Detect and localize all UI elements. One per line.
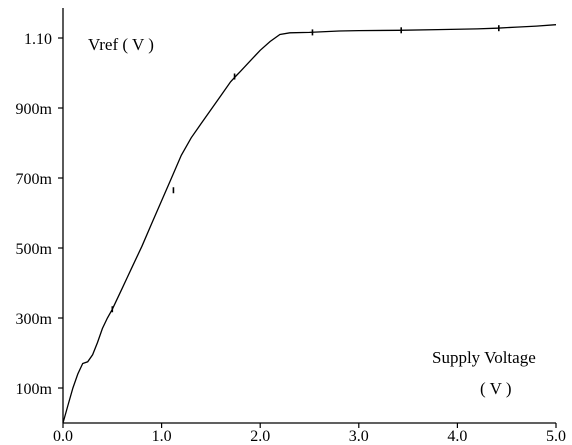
- x-tick-label: 4.0: [447, 428, 467, 445]
- y-tick-label: 900m: [16, 101, 53, 118]
- x-axis-label-line2: ( V ): [480, 379, 512, 398]
- x-axis-label-line1: Supply Voltage: [432, 348, 536, 367]
- y-tick-label: 1.10: [24, 31, 52, 48]
- axes: [62, 8, 556, 424]
- x-tick-label: 5.0: [546, 428, 566, 445]
- series-line: [62, 24, 557, 424]
- x-tick-label: 0.0: [53, 428, 73, 445]
- y-ticks: 100m 300m 500m 700m 900m 1.10: [16, 31, 63, 398]
- y-tick-label: 500m: [16, 241, 53, 258]
- x-tick-label: 1.0: [152, 428, 172, 445]
- y-tick-label: 100m: [16, 381, 53, 398]
- x-tick-label: 3.0: [349, 428, 369, 445]
- y-axis-label: Vref ( V ): [88, 35, 154, 54]
- x-ticks: 0.0 1.0 2.0 3.0 4.0 5.0: [53, 423, 566, 445]
- x-tick-label: 2.0: [250, 428, 270, 445]
- series-markers: [111, 25, 500, 313]
- y-tick-label: 300m: [16, 311, 53, 328]
- y-tick-label: 700m: [16, 171, 53, 188]
